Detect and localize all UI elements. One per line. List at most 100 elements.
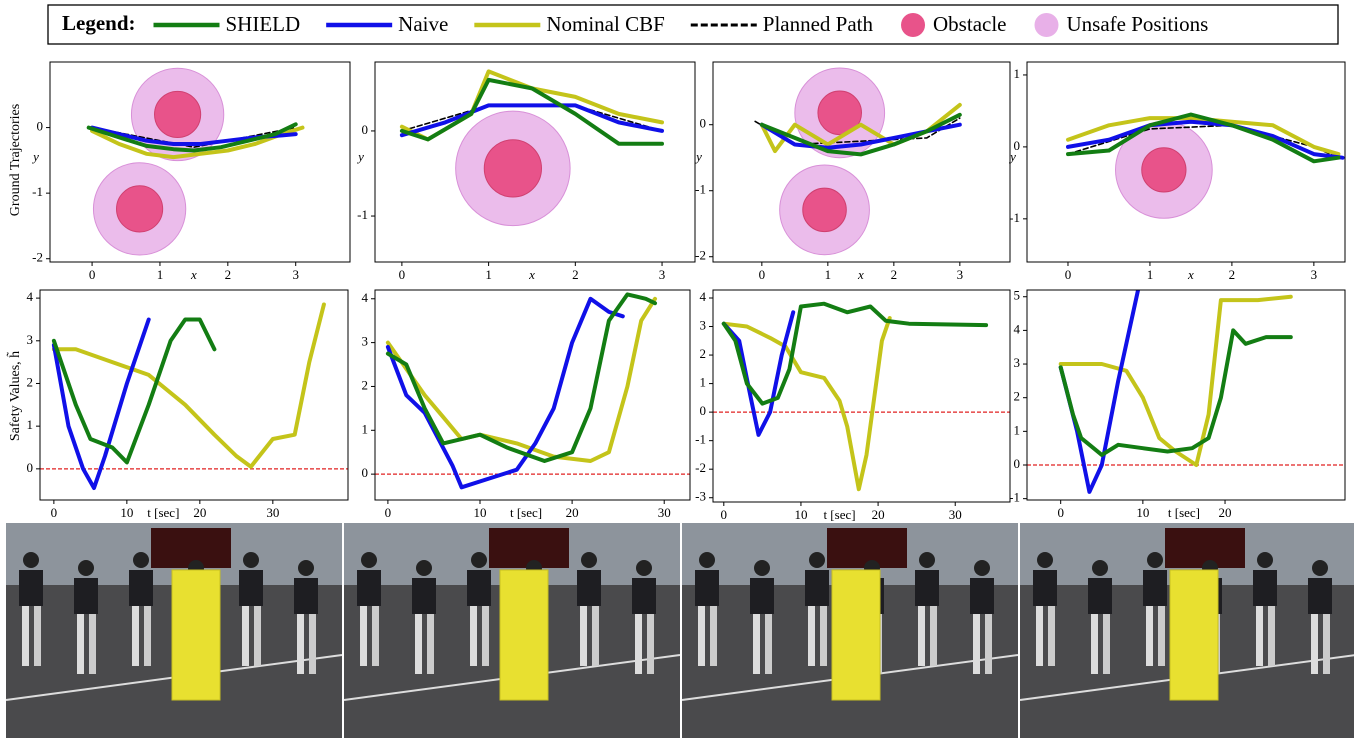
robot-leg — [144, 606, 151, 666]
x-axis-label: t [sec] — [510, 505, 542, 520]
y-tick-label: 0 — [362, 465, 369, 480]
y-tick-label: 1 — [1014, 422, 1021, 437]
obstacle — [117, 186, 163, 232]
y-tick-label: 0 — [700, 403, 707, 418]
y-tick-label: -1 — [357, 207, 368, 222]
y-tick-label: -1 — [32, 184, 43, 199]
x-tick-label: 0 — [89, 267, 96, 282]
robot-leg — [985, 614, 992, 674]
x-tick-label: 0 — [399, 267, 406, 282]
y-axis-label: y — [356, 149, 364, 164]
robot-leg — [415, 614, 422, 674]
legend-label: Nominal CBF — [546, 12, 664, 36]
x-tick-label: 1 — [157, 267, 164, 282]
y-tick-label: 0 — [37, 119, 44, 134]
robot-head — [1037, 552, 1053, 568]
robot-leg — [470, 606, 477, 666]
robot-head — [243, 552, 259, 568]
obstacle — [803, 188, 847, 232]
x-tick-label: 3 — [659, 267, 666, 282]
y-axis-label: y — [1008, 149, 1016, 164]
y-tick-label: 1 — [27, 417, 34, 432]
y-tick-label: 3 — [362, 334, 369, 349]
x-tick-label: 10 — [120, 505, 133, 520]
robot-head — [754, 560, 770, 576]
robot-leg — [1268, 606, 1275, 666]
robot-leg — [635, 614, 642, 674]
x-tick-label: 0 — [385, 505, 392, 520]
robot-leg — [592, 606, 599, 666]
y-tick-label: -1 — [1009, 490, 1020, 505]
robot-leg — [242, 606, 249, 666]
robot-leg — [77, 614, 84, 674]
robot-body — [805, 570, 829, 606]
x-axis-label: t [sec] — [1168, 505, 1200, 520]
robot-leg — [808, 606, 815, 666]
obstacle — [155, 91, 201, 137]
robot-leg — [1146, 606, 1153, 666]
robot-body — [1143, 570, 1167, 606]
robot-leg — [482, 606, 489, 666]
yellow-box — [500, 570, 548, 700]
x-tick-label: 0 — [1057, 505, 1064, 520]
robot-body — [357, 570, 381, 606]
y-tick-label: 0 — [27, 460, 34, 475]
robot-leg — [930, 606, 937, 666]
x-tick-label: 30 — [949, 507, 962, 522]
row-label: Safety Values, h̃ — [6, 351, 23, 441]
x-axis-label: x — [1187, 267, 1194, 282]
x-tick-label: 20 — [872, 507, 885, 522]
robot-leg — [1256, 606, 1263, 666]
y-tick-label: 4 — [700, 289, 707, 304]
y-tick-label: -1 — [695, 432, 706, 447]
robot-body — [915, 570, 939, 606]
robot-head — [581, 552, 597, 568]
y-tick-label: 3 — [700, 318, 707, 333]
x-tick-label: 0 — [51, 505, 58, 520]
robot-leg — [22, 606, 29, 666]
legend-label: Naive — [398, 12, 448, 36]
robot-head — [1092, 560, 1108, 576]
x-tick-label: 10 — [474, 505, 487, 520]
robot-body — [577, 570, 601, 606]
robot-body — [1088, 578, 1112, 614]
x-tick-label: 20 — [1219, 505, 1232, 520]
robot-leg — [580, 606, 587, 666]
y-tick-label: 0 — [700, 116, 707, 131]
robot-leg — [1091, 614, 1098, 674]
robot-leg — [1311, 614, 1318, 674]
x-tick-label: 3 — [957, 267, 964, 282]
y-tick-label: 4 — [1014, 321, 1021, 336]
x-axis-label: x — [190, 267, 197, 282]
x-tick-label: 1 — [1147, 267, 1154, 282]
legend-label: Obstacle — [933, 12, 1006, 36]
y-tick-label: 2 — [27, 374, 34, 389]
robot-head — [471, 552, 487, 568]
obstacle — [1142, 148, 1186, 192]
x-tick-label: 3 — [1311, 267, 1318, 282]
robot-head — [809, 552, 825, 568]
y-tick-label: 4 — [27, 289, 34, 304]
robot-head — [1312, 560, 1328, 576]
robot-leg — [973, 614, 980, 674]
robot-leg — [254, 606, 261, 666]
robot-leg — [765, 614, 772, 674]
y-tick-label: -1 — [695, 182, 706, 197]
plot-frame — [1027, 290, 1345, 500]
x-tick-label: 1 — [825, 267, 832, 282]
robot-leg — [647, 614, 654, 674]
y-axis-label: y — [31, 149, 39, 164]
robot-leg — [372, 606, 379, 666]
legend-label: Unsafe Positions — [1067, 12, 1209, 36]
y-tick-label: -2 — [695, 460, 706, 475]
robot-body — [970, 578, 994, 614]
x-tick-label: 1 — [485, 267, 492, 282]
robot-head — [636, 560, 652, 576]
y-axis-label: y — [694, 149, 702, 164]
robot-body — [19, 570, 43, 606]
robot-leg — [1103, 614, 1110, 674]
x-tick-label: 2 — [572, 267, 579, 282]
robot-leg — [820, 606, 827, 666]
robot-body — [74, 578, 98, 614]
robot-head — [1257, 552, 1273, 568]
